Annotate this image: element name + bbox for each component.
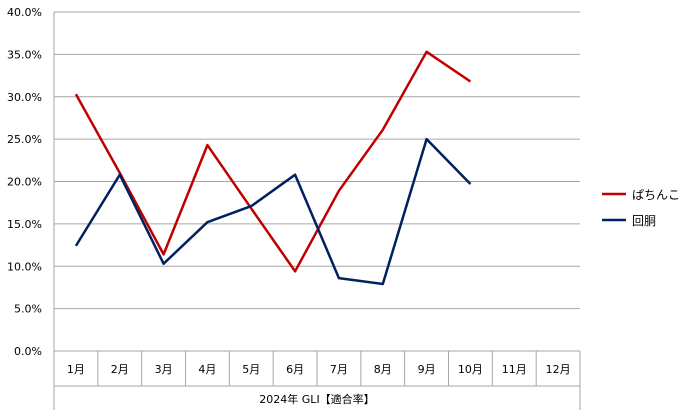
series-line <box>74 50 472 273</box>
x-axis-categories: 1月 2月 3月 4月 5月 6月 7月 8月 9月 10月 11月 12月 <box>67 363 571 376</box>
series-lines <box>74 50 472 286</box>
y-tick-label: 20.0% <box>7 176 42 189</box>
y-axis-ticks: 0.0% 5.0% 10.0% 15.0% 20.0% 25.0% 30.0% 35.0% 40… <box>7 6 42 358</box>
x-category-label: 5月 <box>242 363 260 376</box>
x-category-label: 12月 <box>546 363 571 376</box>
x-category-label: 2月 <box>111 363 129 376</box>
y-tick-label: 30.0% <box>7 91 42 104</box>
y-tick-label: 15.0% <box>7 218 42 231</box>
y-tick-label: 40.0% <box>7 6 42 19</box>
x-category-label: 1月 <box>67 363 85 376</box>
legend-label: 回胴 <box>632 214 656 228</box>
x-category-label: 6月 <box>286 363 304 376</box>
x-category-label: 3月 <box>155 363 173 376</box>
x-category-label: 7月 <box>330 363 348 376</box>
y-tick-label: 0.0% <box>14 345 42 358</box>
legend-label: ぱちんこ <box>632 188 680 202</box>
x-category-label: 10月 <box>458 363 483 376</box>
x-category-label: 4月 <box>198 363 216 376</box>
x-category-label: 11月 <box>502 363 527 376</box>
x-category-label: 9月 <box>418 363 436 376</box>
y-tick-label: 35.0% <box>7 48 42 61</box>
axes <box>53 12 581 410</box>
x-category-label: 8月 <box>374 363 392 376</box>
y-tick-label: 25.0% <box>7 133 42 146</box>
y-tick-label: 5.0% <box>14 303 42 316</box>
series-line <box>74 137 472 286</box>
y-tick-label: 10.0% <box>7 260 42 273</box>
x-axis-title: 2024年 GLI【適合率】 <box>259 392 374 406</box>
gridlines <box>54 11 580 352</box>
